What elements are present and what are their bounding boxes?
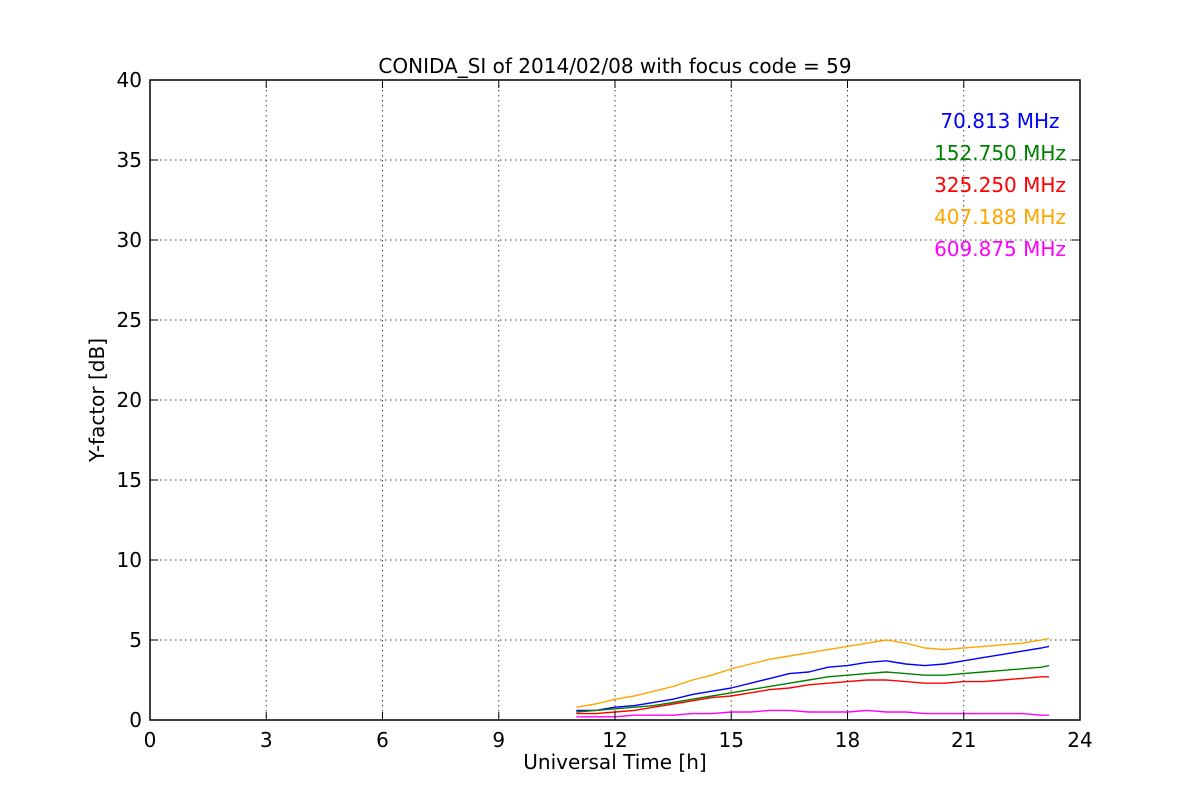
y-tick-label: 15: [117, 468, 142, 492]
legend-entry-4: 407.188 MHz: [934, 205, 1066, 229]
x-tick-label: 3: [260, 728, 273, 752]
chart-title: CONIDA_SI of 2014/02/08 with focus code …: [378, 54, 851, 78]
grid: [150, 80, 1080, 720]
y-tick-label: 40: [117, 68, 142, 92]
legend-entry-2: 152.750 MHz: [934, 141, 1066, 165]
y-tick-label: 10: [117, 548, 142, 572]
x-tick-label: 21: [951, 728, 976, 752]
series-layer: [576, 637, 1050, 718]
legend-entry-5: 609.875 MHz: [934, 237, 1066, 261]
y-tick-label: 0: [129, 708, 142, 732]
x-tick-label: 18: [835, 728, 860, 752]
y-tick-label: 20: [117, 388, 142, 412]
series-line-4: [576, 637, 1050, 708]
legend: 70.813 MHz 152.750 MHz 325.250 MHz 407.188 …: [934, 109, 1066, 261]
x-tick-label: 9: [492, 728, 505, 752]
ticks: [149, 79, 1081, 721]
y-tick-label: 25: [117, 308, 142, 332]
legend-entry-1: 70.813 MHz: [940, 109, 1059, 133]
series-line-5: [576, 709, 1049, 718]
y-tick-label: 5: [129, 628, 142, 652]
y-tick-label: 30: [117, 228, 142, 252]
y-tick-label: 35: [117, 148, 142, 172]
legend-entry-3: 325.250 MHz: [934, 173, 1066, 197]
series-line-1: [576, 645, 1050, 712]
x-tick-label: 24: [1067, 728, 1092, 752]
x-tick-label: 0: [144, 728, 157, 752]
series-line-2: [576, 664, 1050, 713]
y-axis-label: Y-factor [dB]: [85, 338, 109, 463]
x-axis-label: Universal Time [h]: [523, 750, 706, 774]
x-tick-label: 15: [719, 728, 744, 752]
x-tick-label: 12: [602, 728, 627, 752]
tick-labels: 0 3 6 9 12 15 18 21 24 0 5 10 15 20 25 30 35 40: [117, 68, 1093, 752]
x-tick-label: 6: [376, 728, 389, 752]
series-line-3: [576, 676, 1049, 715]
